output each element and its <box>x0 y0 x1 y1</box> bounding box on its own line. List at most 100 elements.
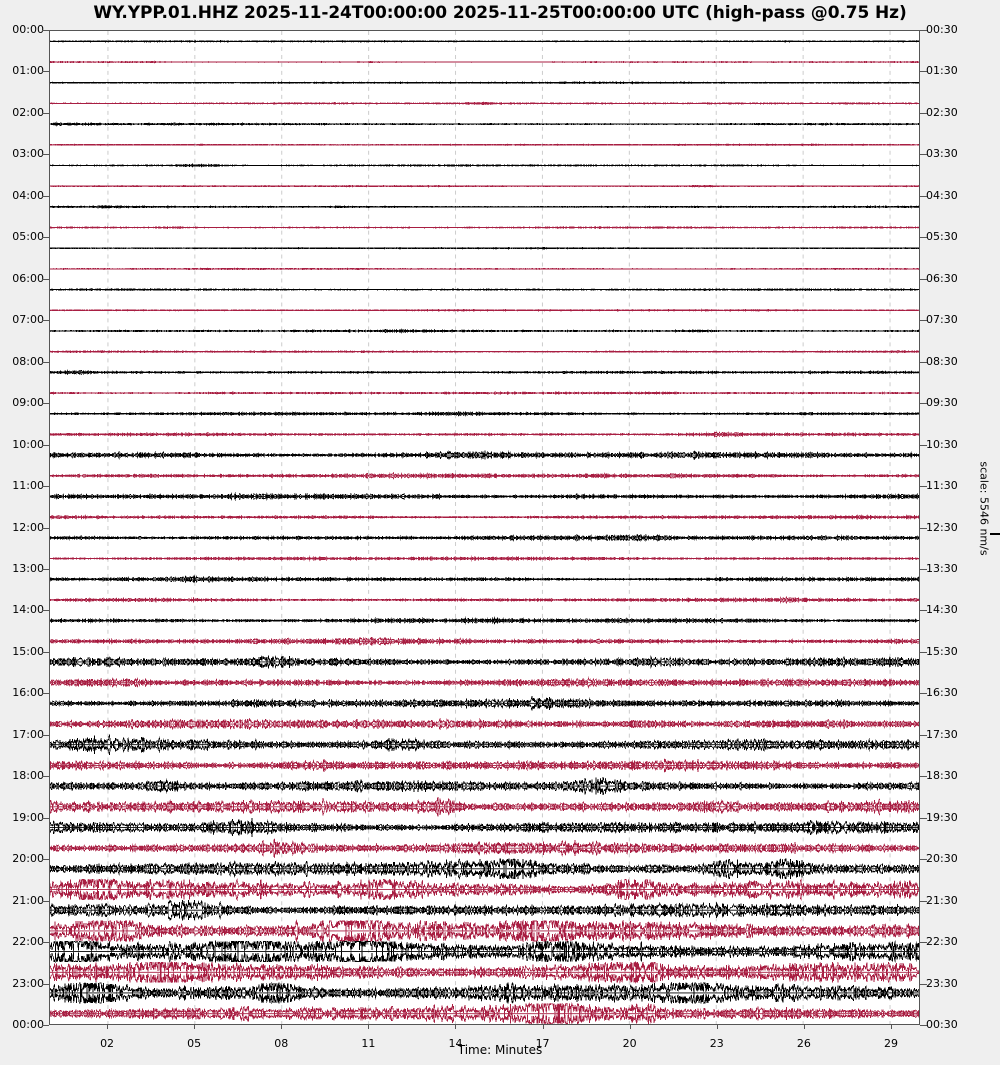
y-axis-left-tick <box>42 195 49 197</box>
x-axis-tick <box>629 1025 631 1029</box>
y-axis-right-tick <box>920 900 927 902</box>
page-title: WY.YPP.01.HHZ 2025-11-24T00:00:00 2025-1… <box>93 3 907 23</box>
y-axis-left-label: 07:00 <box>12 313 44 327</box>
y-axis-left-tick <box>42 361 49 363</box>
x-axis-tick <box>716 1025 718 1029</box>
x-axis-title: Time: Minutes <box>457 1043 543 1057</box>
y-axis-right-tick <box>920 30 927 31</box>
y-axis-right-tick <box>920 734 927 736</box>
y-axis-right-label: 02:30 <box>926 105 958 119</box>
y-axis-left-label: 14:00 <box>12 603 44 617</box>
y-axis-left-label: 18:00 <box>12 769 44 783</box>
x-axis-tick-label: 05 <box>187 1037 202 1050</box>
y-axis-left-label: 12:00 <box>12 520 44 534</box>
y-axis-left-label: 09:00 <box>12 396 44 410</box>
y-axis-left-label: 23:00 <box>12 976 44 990</box>
y-axis-right-tick <box>920 361 927 363</box>
x-axis-tick <box>803 1025 805 1029</box>
y-axis-left-label: 05:00 <box>12 230 44 244</box>
trace-row <box>50 796 919 817</box>
trace-row <box>50 919 919 943</box>
y-axis-left-tick <box>42 817 49 819</box>
y-axis-left-tick <box>42 1025 49 1026</box>
trace-row <box>50 143 919 147</box>
y-axis-right-tick <box>920 942 927 944</box>
trace-row <box>50 163 919 168</box>
trace-row <box>50 410 919 417</box>
y-axis-left-label: 11:00 <box>12 479 44 493</box>
trace-row <box>50 60 919 64</box>
y-axis-left-tick <box>42 776 49 778</box>
y-axis-right-label: 06:30 <box>926 271 958 285</box>
trace-row <box>50 204 919 209</box>
y-axis-right-tick <box>920 444 927 446</box>
y-axis-left-tick <box>42 527 49 529</box>
y-axis-right-tick <box>920 278 927 280</box>
trace-row <box>50 900 919 921</box>
seismic-traces <box>50 39 919 1024</box>
y-axis-right-tick <box>920 983 927 985</box>
trace-row <box>50 328 919 334</box>
y-axis-right-tick <box>920 568 927 570</box>
trace-row <box>50 514 919 521</box>
y-axis-right-label: 11:30 <box>926 479 958 493</box>
x-axis-tick-label: 20 <box>622 1037 637 1050</box>
y-axis-right-tick <box>920 776 927 778</box>
trace-row <box>50 471 919 481</box>
y-axis-left-tick <box>42 568 49 570</box>
x-axis-tick <box>281 1025 283 1029</box>
y-axis-right-label: 10:30 <box>926 437 958 451</box>
y-axis-left-label: 02:00 <box>12 105 44 119</box>
trace-row <box>50 184 919 188</box>
trace-row <box>50 636 919 647</box>
y-axis-left-label: 13:00 <box>12 561 44 575</box>
y-axis-left-tick <box>42 693 49 695</box>
y-axis-left-tick <box>42 30 49 31</box>
trace-row <box>50 246 919 250</box>
y-axis-right-label: 19:30 <box>926 810 958 824</box>
trace-row <box>50 616 919 626</box>
y-axis-right-tick <box>920 112 927 114</box>
y-axis-left-label: 16:00 <box>12 686 44 700</box>
trace-row <box>50 878 919 901</box>
y-axis-right-tick <box>920 320 927 322</box>
y-axis-left-label: 17:00 <box>12 727 44 741</box>
x-axis-tick <box>194 1025 196 1029</box>
y-axis-right-label: 21:30 <box>926 893 958 907</box>
y-axis-left-label: 06:00 <box>12 271 44 285</box>
y-axis-left-tick <box>42 237 49 239</box>
y-axis-left-tick <box>42 112 49 114</box>
y-axis-right-tick <box>920 610 927 612</box>
helicorder-plot[interactable] <box>49 30 920 1025</box>
x-axis: 02 05 08 11 14 17 20 23 26 29 <box>0 1025 1000 1065</box>
trace-row <box>50 287 919 292</box>
trace-row <box>50 960 919 984</box>
y-axis-left-tick <box>42 734 49 736</box>
trace-row <box>50 533 919 543</box>
y-axis-right-label: 07:30 <box>926 313 958 327</box>
y-axis-right-tick <box>920 486 927 488</box>
y-axis-right-tick <box>920 817 927 819</box>
trace-row <box>50 121 919 127</box>
y-axis-left-tick <box>42 859 49 861</box>
y-axis-right-label: 12:30 <box>926 520 958 534</box>
x-axis-tick-label: 17 <box>535 1037 550 1050</box>
trace-row <box>50 817 919 838</box>
y-axis-right-label: 00:30 <box>926 1018 958 1031</box>
trace-row <box>50 838 919 859</box>
x-axis-tick <box>455 1025 457 1029</box>
x-axis-tick <box>107 1025 109 1029</box>
y-axis-left-tick <box>42 486 49 488</box>
y-axis-right-label: 14:30 <box>926 603 958 617</box>
x-axis-tick <box>542 1025 544 1029</box>
trace-row <box>50 575 919 584</box>
y-axis-left-label: 04:00 <box>12 188 44 202</box>
y-axis-right-label: 15:30 <box>926 644 958 658</box>
scale-bar-icon <box>990 533 1000 535</box>
y-axis-right-label: 09:30 <box>926 396 958 410</box>
trace-row <box>50 734 919 755</box>
y-axis-right: 00:30 01:30 02:30 03:30 04:30 05:30 06:30 07:30… <box>920 0 986 1065</box>
trace-row <box>50 39 919 43</box>
y-axis-right-tick <box>920 195 927 197</box>
y-axis-left-label: 15:00 <box>12 644 44 658</box>
